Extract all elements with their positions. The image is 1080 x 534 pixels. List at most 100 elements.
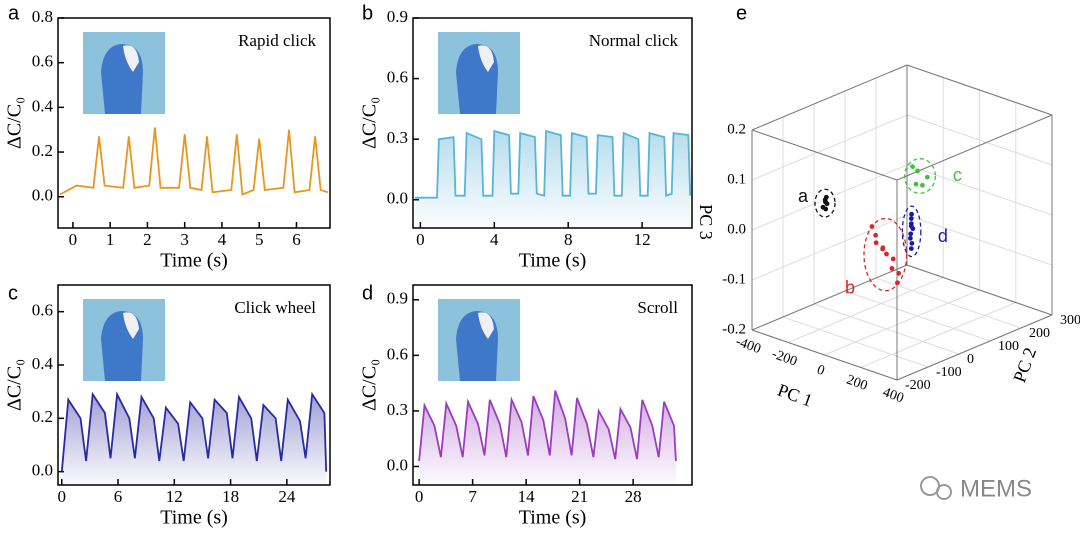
y-tick-label: -200 (905, 378, 931, 393)
y-tick-label: 0.4 (32, 354, 54, 373)
y-tick-label: 0.2 (32, 141, 53, 160)
line (414, 129, 692, 199)
grid-line (860, 302, 1016, 368)
z-tick-label: 0.0 (727, 221, 746, 237)
grid-line (751, 164, 908, 231)
y-tick-label: -100 (936, 365, 962, 380)
y-axis-label: ΔC/C₀ (359, 97, 381, 149)
grid-line (782, 316, 929, 368)
point (920, 182, 925, 188)
grid-line (844, 290, 991, 342)
grid-line (751, 114, 908, 181)
x-tick-label: 7 (468, 487, 477, 506)
panel-letter: e (736, 2, 747, 24)
y-tick-label: 0.0 (387, 189, 408, 208)
x-tick-label: 400 (881, 385, 906, 406)
x-axis-label: PC 1 (775, 380, 815, 411)
box-edge (896, 314, 1053, 381)
y-tick-label: 0 (967, 352, 974, 367)
x-tick-label: 6 (292, 230, 301, 249)
cluster-outline (903, 158, 936, 194)
x-tick-label: 14 (518, 487, 536, 506)
y-tick-label: 0.4 (32, 96, 54, 115)
y-tick-label: 0.8 (32, 7, 53, 26)
point (908, 246, 914, 252)
grid-line (751, 214, 908, 281)
inset-mouse (123, 45, 139, 72)
line (59, 127, 329, 196)
point (824, 201, 830, 207)
x-tick-label: 0 (58, 487, 67, 506)
cluster-label: a (798, 186, 809, 206)
y-tick-label: 0.9 (387, 289, 408, 308)
annotation: Click wheel (234, 298, 316, 317)
x-axis-label: Time (s) (519, 507, 587, 529)
point (910, 164, 915, 170)
x-tick-label: 3 (180, 230, 189, 249)
point (908, 223, 914, 229)
x-tick-label: 0 (69, 230, 78, 249)
x-tick-label: 28 (625, 487, 642, 506)
y-tick-label: 0.6 (387, 67, 408, 86)
inset-mouse (478, 312, 494, 339)
point (890, 256, 896, 262)
x-tick-label: 2 (143, 230, 152, 249)
z-tick-label: 0.1 (727, 171, 746, 187)
watermark-icon (936, 484, 952, 500)
y-axis-label: ΔC/C₀ (4, 359, 26, 411)
y-axis-label: ΔC/C₀ (4, 97, 26, 149)
line (418, 390, 677, 461)
x-tick-label: 0 (415, 487, 424, 506)
box-edge (751, 329, 898, 381)
panel-letter: a (8, 2, 20, 24)
point (884, 251, 889, 257)
x-tick-label: -200 (770, 347, 799, 370)
plot-frame (412, 284, 693, 486)
panel-letter: b (362, 2, 373, 24)
point (908, 231, 914, 237)
line (60, 391, 328, 472)
z-tick-label: -0.1 (722, 271, 746, 287)
z-tick-label: -0.2 (722, 321, 746, 337)
x-tick-label: 1 (106, 230, 115, 249)
box-edge (896, 114, 1053, 181)
plot-frame (57, 17, 331, 229)
point (908, 216, 914, 222)
point (889, 265, 895, 271)
box-edge (906, 264, 1053, 316)
x-tick-label: 6 (114, 487, 123, 506)
plot-frame (412, 17, 693, 229)
point (909, 211, 914, 217)
x-axis-label: Time (s) (160, 507, 228, 529)
y-tick-label: 0.0 (387, 455, 408, 474)
point (822, 197, 828, 203)
point (913, 181, 919, 187)
panel-letter: c (8, 282, 18, 304)
grid-line (875, 277, 1022, 329)
y-tick-label: 100 (998, 339, 1019, 354)
point (909, 240, 915, 246)
annotation: Scroll (637, 298, 678, 317)
point (896, 270, 902, 276)
cluster-label: d (938, 226, 948, 246)
x-tick-label: 24 (278, 487, 296, 506)
grid-line (788, 277, 944, 343)
watermark-text: MEMS (960, 475, 1032, 502)
y-tick-label: 0.9 (387, 7, 408, 26)
x-axis-label: Time (s) (519, 250, 587, 272)
x-tick-label: 21 (571, 487, 588, 506)
x-tick-label: 12 (166, 487, 183, 506)
box-edge (751, 264, 908, 331)
y-tick-label: 0.6 (387, 344, 408, 363)
point (915, 168, 920, 174)
cluster-outline (863, 217, 908, 292)
y-tick-label: 300 (1060, 313, 1080, 328)
point (873, 232, 879, 238)
y-tick-label: 0.3 (387, 400, 408, 419)
y-tick-label: 200 (1029, 326, 1050, 341)
plot-frame (57, 284, 331, 486)
point (924, 174, 930, 180)
x-tick-label: 0 (815, 362, 827, 378)
point (869, 224, 875, 229)
